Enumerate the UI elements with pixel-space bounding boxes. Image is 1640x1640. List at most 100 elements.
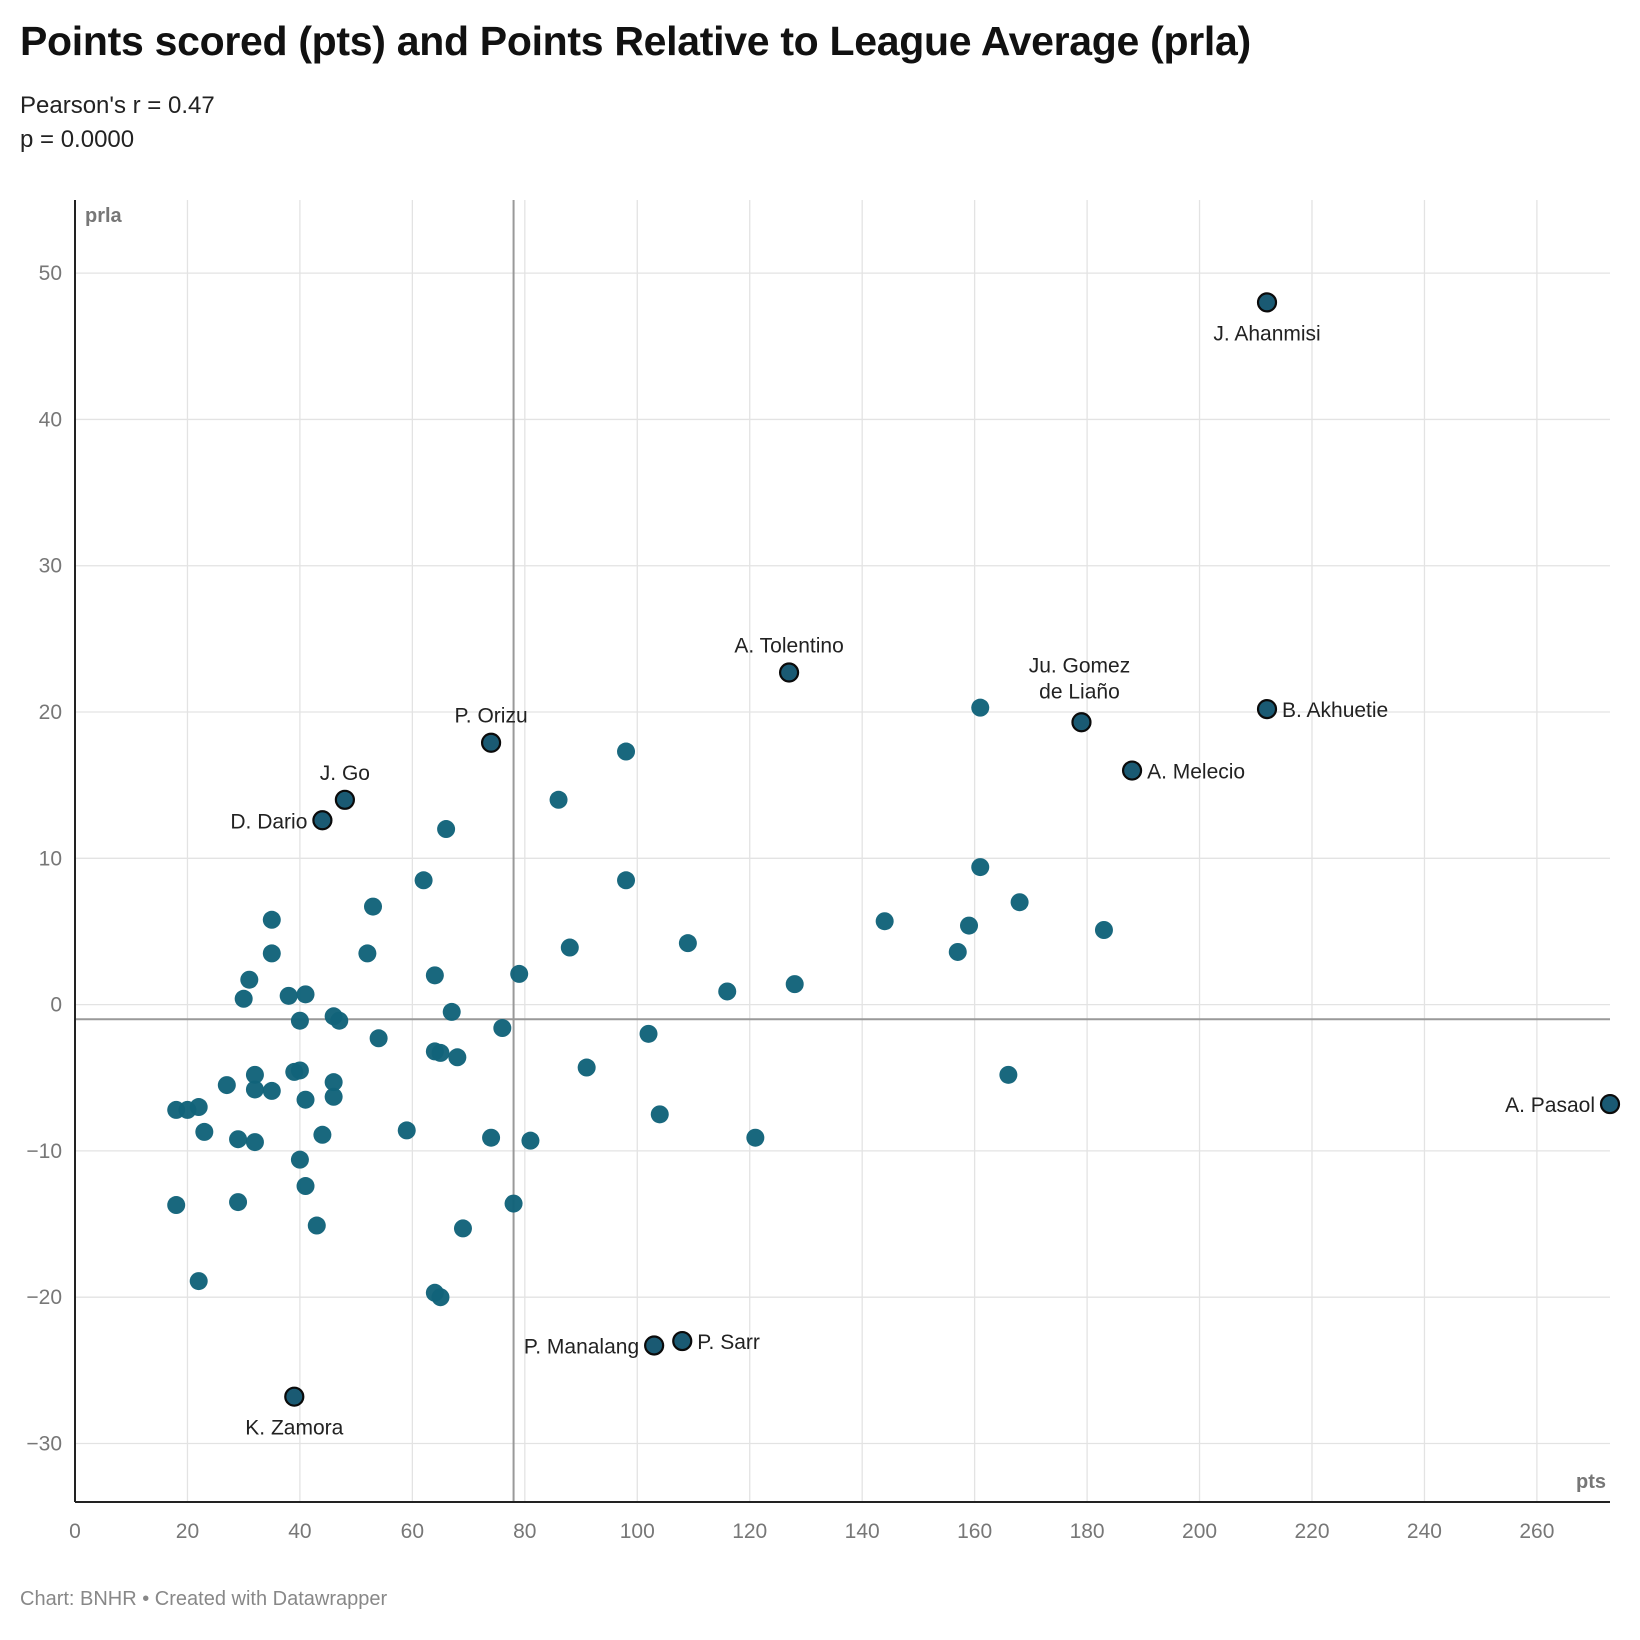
highlighted-point (334, 789, 355, 810)
data-point (364, 897, 383, 916)
data-point (521, 1131, 540, 1150)
point-label: A. Melecio (1147, 761, 1245, 784)
point-label: A. Tolentino (734, 635, 843, 658)
highlighted-point (1599, 1093, 1621, 1115)
highlighted-point (284, 1386, 305, 1407)
data-point (324, 1087, 343, 1106)
axes (74, 200, 1610, 1503)
data-points (167, 698, 1113, 1307)
data-point (431, 1288, 450, 1307)
point-label: B. Akhuetie (1282, 699, 1388, 722)
data-point (971, 858, 990, 877)
data-point (971, 698, 990, 717)
x-tick-label: 200 (1182, 1520, 1217, 1543)
point-label: P. Orizu (455, 705, 528, 728)
highlighted-point (644, 1335, 665, 1356)
chart-title: Points scored (pts) and Points Relative … (20, 18, 1251, 64)
data-point (453, 1219, 472, 1238)
data-point (262, 910, 281, 929)
data-point (240, 970, 259, 989)
data-point (296, 1177, 315, 1196)
x-tick-label: 220 (1294, 1520, 1329, 1543)
data-point (718, 982, 737, 1001)
data-point (577, 1058, 596, 1077)
data-point (482, 1128, 501, 1147)
highlighted-point (672, 1330, 693, 1352)
data-point (560, 938, 579, 957)
x-tick-label: 40 (288, 1520, 311, 1543)
data-point (785, 975, 804, 994)
data-point (369, 1029, 388, 1048)
x-tick-label: 240 (1407, 1520, 1442, 1543)
y-tick-label: 10 (39, 847, 62, 870)
reference-lines (75, 200, 1610, 1502)
x-tick-label: 260 (1519, 1520, 1554, 1543)
data-point (307, 1216, 326, 1235)
highlighted-point (480, 732, 502, 753)
data-point (414, 871, 433, 890)
data-point (290, 1150, 309, 1169)
chart-subtitle-pvalue: p = 0.0000 (20, 126, 135, 153)
data-point (510, 964, 529, 983)
data-point (290, 1011, 309, 1030)
data-point (650, 1105, 669, 1124)
tick-labels: 0 20 40 60 80 100 120 140 160 180 200 220 240 260−30−… (26, 262, 1554, 1543)
point-label: Ju. Gomez de Liaño (1029, 654, 1131, 703)
x-tick-label: 20 (176, 1520, 199, 1543)
data-point (245, 1065, 264, 1084)
data-point (442, 1002, 461, 1021)
y-tick-label: 0 (50, 994, 62, 1017)
highlighted-point (1256, 292, 1278, 313)
x-axis-title: pts (1576, 1471, 1606, 1493)
data-point (313, 1125, 332, 1144)
gridlines (75, 200, 1610, 1502)
point-label: A. Pasaol (1505, 1094, 1595, 1117)
data-point (678, 934, 697, 953)
y-tick-label: 40 (39, 408, 62, 431)
data-point (279, 986, 298, 1005)
x-tick-label: 60 (401, 1520, 424, 1543)
data-point (229, 1193, 248, 1212)
highlighted-point (778, 662, 800, 683)
y-axis-title: prla (85, 205, 123, 227)
highlighted-point (1071, 712, 1092, 733)
point-label: D. Dario (230, 810, 307, 833)
x-tick-label: 80 (513, 1520, 536, 1543)
data-point (425, 966, 444, 985)
x-tick-label: 100 (620, 1520, 655, 1543)
x-tick-label: 0 (69, 1520, 81, 1543)
data-point (746, 1128, 765, 1147)
chart-subtitle-correlation: Pearson's r = 0.47 (20, 92, 215, 119)
point-label: P. Sarr (697, 1331, 760, 1354)
data-point (195, 1122, 214, 1141)
data-point (1010, 893, 1029, 912)
y-tick-label: 30 (39, 555, 62, 578)
data-point (189, 1272, 208, 1291)
data-point (324, 1073, 343, 1092)
data-point (397, 1121, 416, 1140)
data-point (504, 1194, 523, 1213)
data-point (167, 1196, 186, 1215)
data-point (296, 1090, 315, 1109)
chart-credit: Chart: BNHR • Created with Datawrapper (20, 1588, 388, 1610)
data-point (493, 1019, 512, 1038)
data-point (178, 1100, 197, 1119)
point-label: K. Zamora (245, 1417, 343, 1440)
data-point (639, 1024, 658, 1043)
data-point (948, 942, 967, 961)
point-label: J. Go (320, 762, 370, 785)
data-point (431, 1043, 450, 1062)
data-point (549, 790, 568, 809)
point-label: P. Manalang (524, 1335, 639, 1358)
data-point (999, 1065, 1018, 1084)
data-point (262, 944, 281, 963)
data-point (262, 1081, 281, 1100)
point-label: J. Ahanmisi (1213, 322, 1320, 345)
y-tick-label: −30 (26, 1432, 62, 1455)
data-point (296, 985, 315, 1004)
data-point (875, 912, 894, 931)
data-point (617, 742, 636, 761)
data-point (448, 1048, 467, 1067)
data-point (245, 1080, 264, 1099)
